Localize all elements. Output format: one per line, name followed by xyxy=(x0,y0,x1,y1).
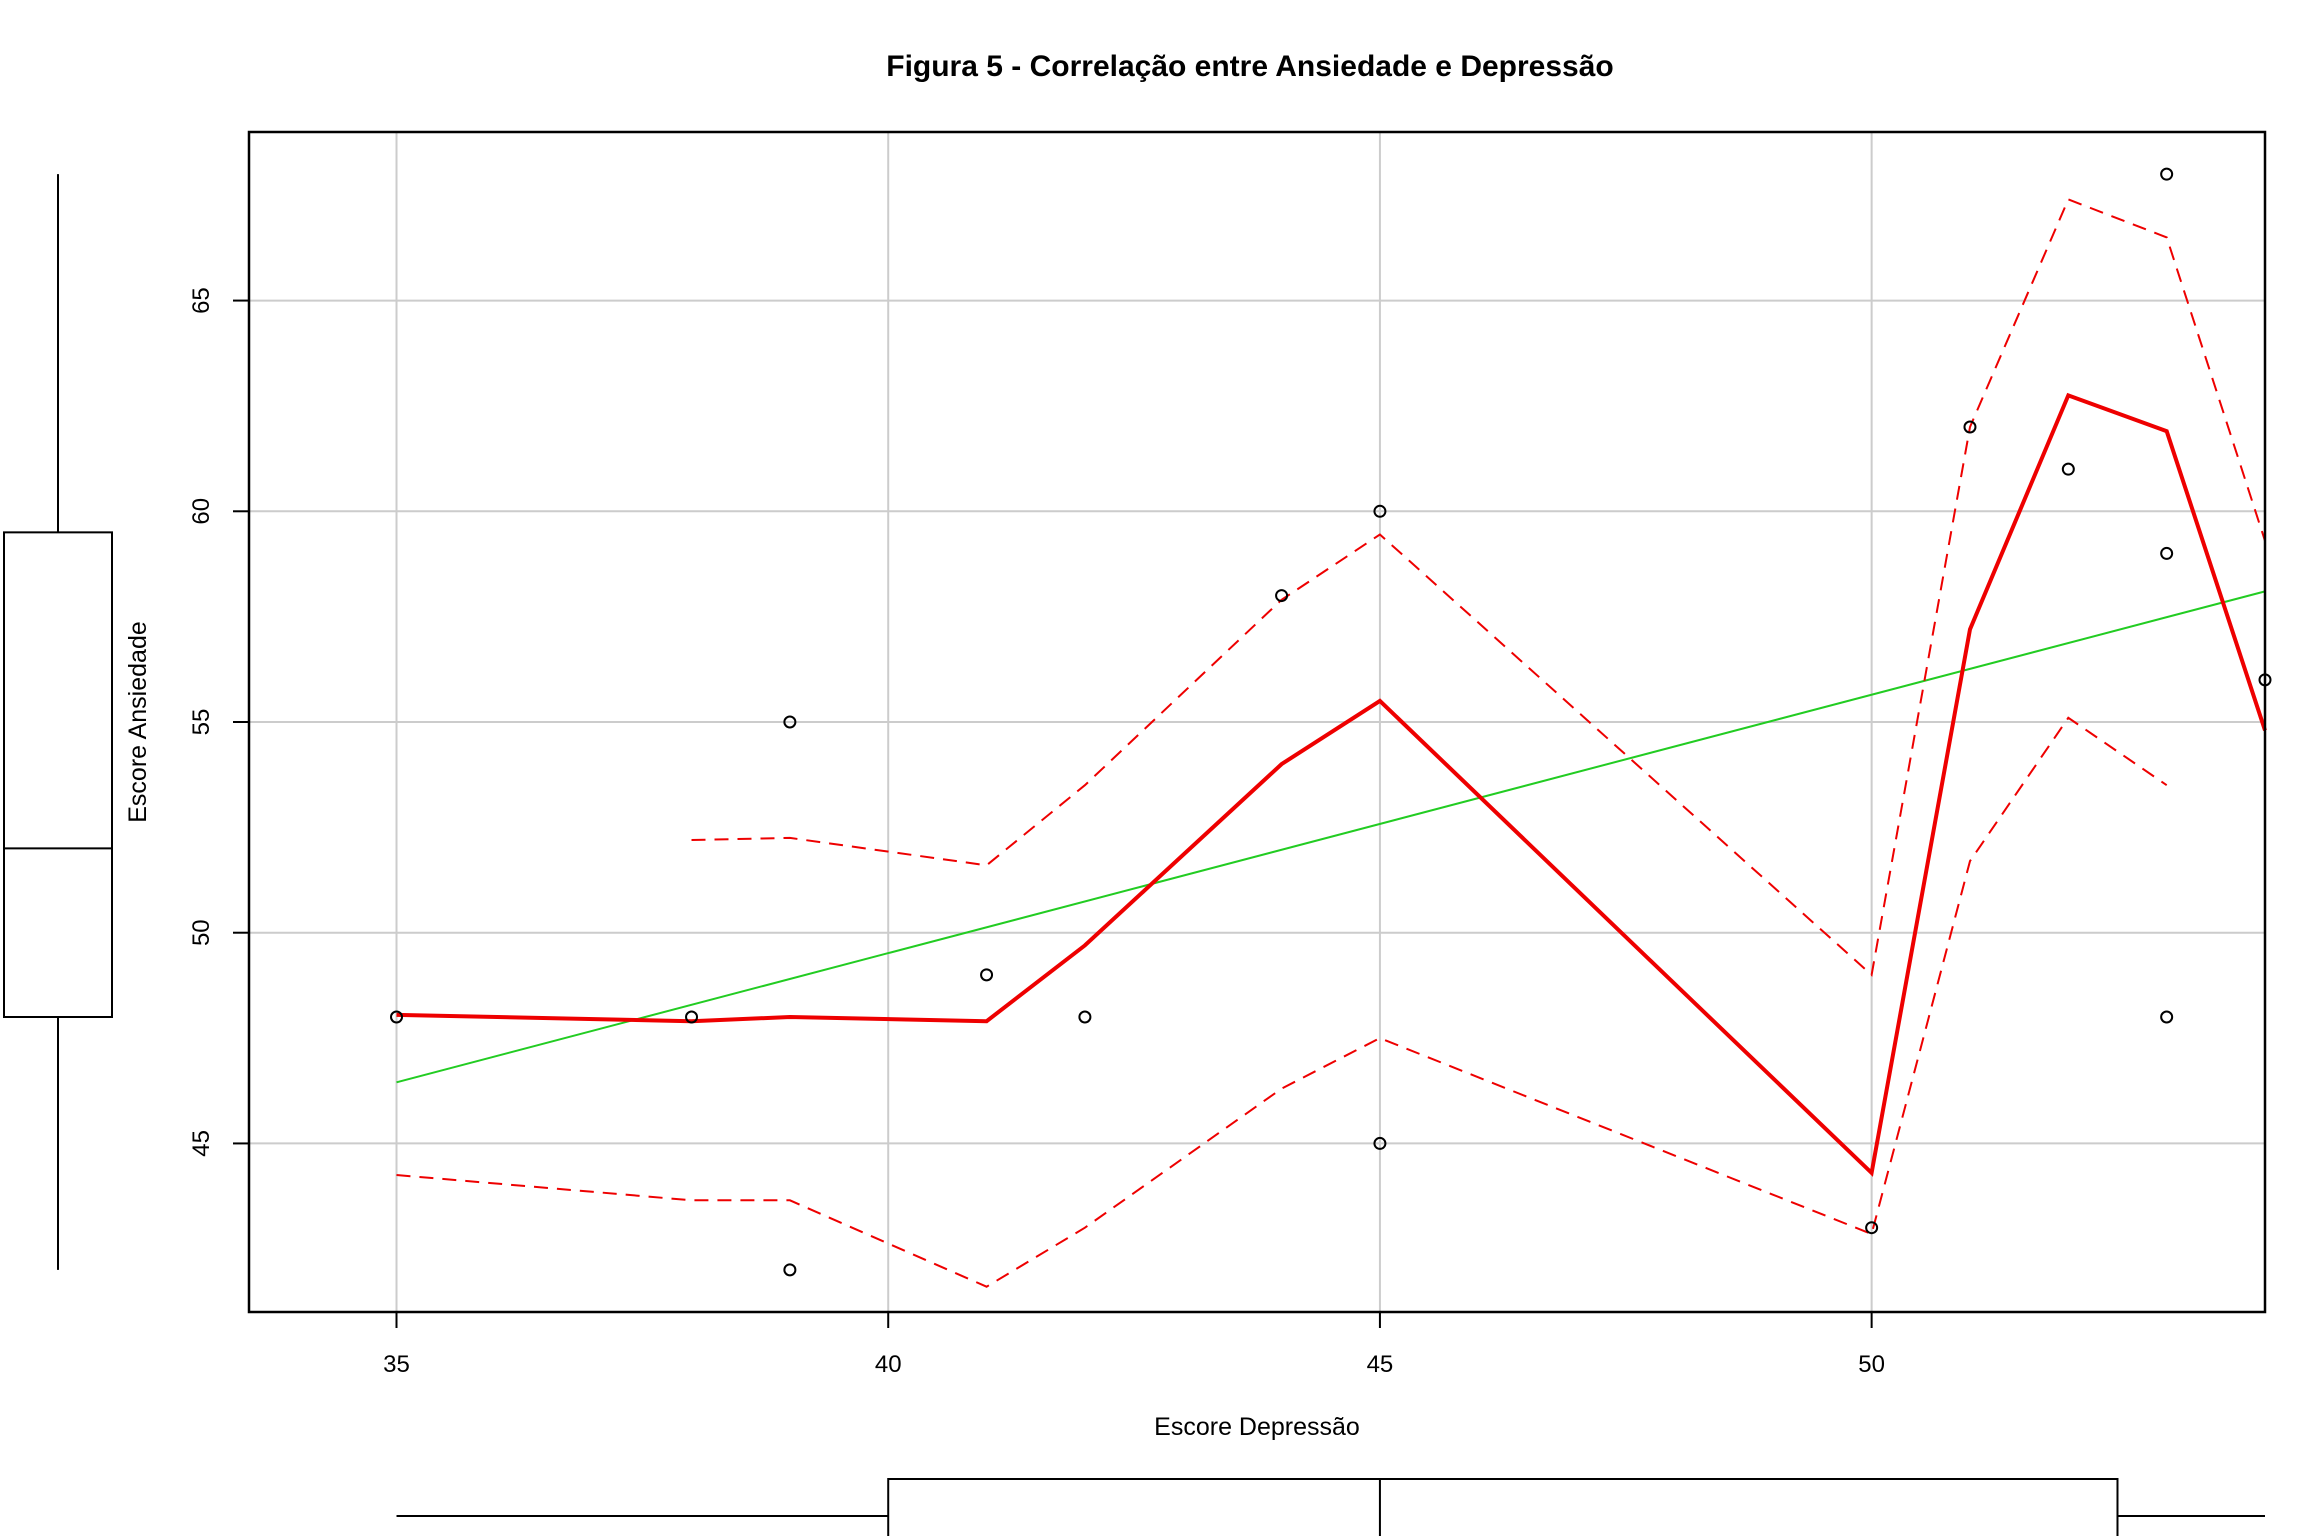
data-point xyxy=(1078,1010,1092,1024)
x-tick-label: 50 xyxy=(1858,1351,1885,1378)
smoother-lower-band xyxy=(396,716,2168,1288)
boxplot-y-marginal xyxy=(3,174,113,1270)
grid xyxy=(249,132,2265,1312)
x-axis-label: Escore Depressão xyxy=(1154,1413,1360,1441)
smoother-layer xyxy=(396,198,2267,1288)
boxplot-x-box xyxy=(887,1478,2119,1536)
data-point xyxy=(685,1010,699,1024)
data-point xyxy=(2160,1010,2174,1024)
data-point xyxy=(2160,167,2174,181)
y-axis: 45 50 55 60 65 xyxy=(188,287,250,1157)
data-point xyxy=(980,968,994,982)
regression-line xyxy=(396,590,2266,1084)
y-tick-label: 60 xyxy=(188,498,215,525)
data-point xyxy=(783,1263,797,1277)
data-point xyxy=(1373,504,1387,518)
data-point xyxy=(783,715,797,729)
data-point xyxy=(1963,420,1977,434)
data-point xyxy=(2160,546,2174,560)
data-point xyxy=(2061,462,2075,476)
data-point xyxy=(1275,589,1289,603)
y-axis-label: Escore Ansiedade xyxy=(124,621,152,823)
smoother-upper-band xyxy=(691,198,2266,977)
boxplot-x-marginal xyxy=(396,1478,2265,1536)
data-point xyxy=(1865,1221,1879,1235)
y-tick-label: 65 xyxy=(188,287,215,314)
y-tick-label: 55 xyxy=(188,709,215,736)
data-point xyxy=(1373,1136,1387,1150)
smoother-line xyxy=(396,392,2267,1177)
y-tick-label: 50 xyxy=(188,919,215,946)
regression-line-layer xyxy=(396,590,2266,1084)
x-tick-label: 35 xyxy=(383,1351,410,1378)
data-point xyxy=(390,1010,404,1024)
x-tick-label: 45 xyxy=(1367,1351,1394,1378)
boxplot-y-box xyxy=(3,531,113,1018)
y-tick-label: 45 xyxy=(188,1130,215,1157)
x-tick-label: 40 xyxy=(875,1351,902,1378)
chart-title: Figura 5 - Correlação entre Ansiedade e … xyxy=(886,50,1614,83)
x-axis: 35 40 45 50 xyxy=(383,1311,1885,1378)
points-layer xyxy=(390,167,2272,1277)
